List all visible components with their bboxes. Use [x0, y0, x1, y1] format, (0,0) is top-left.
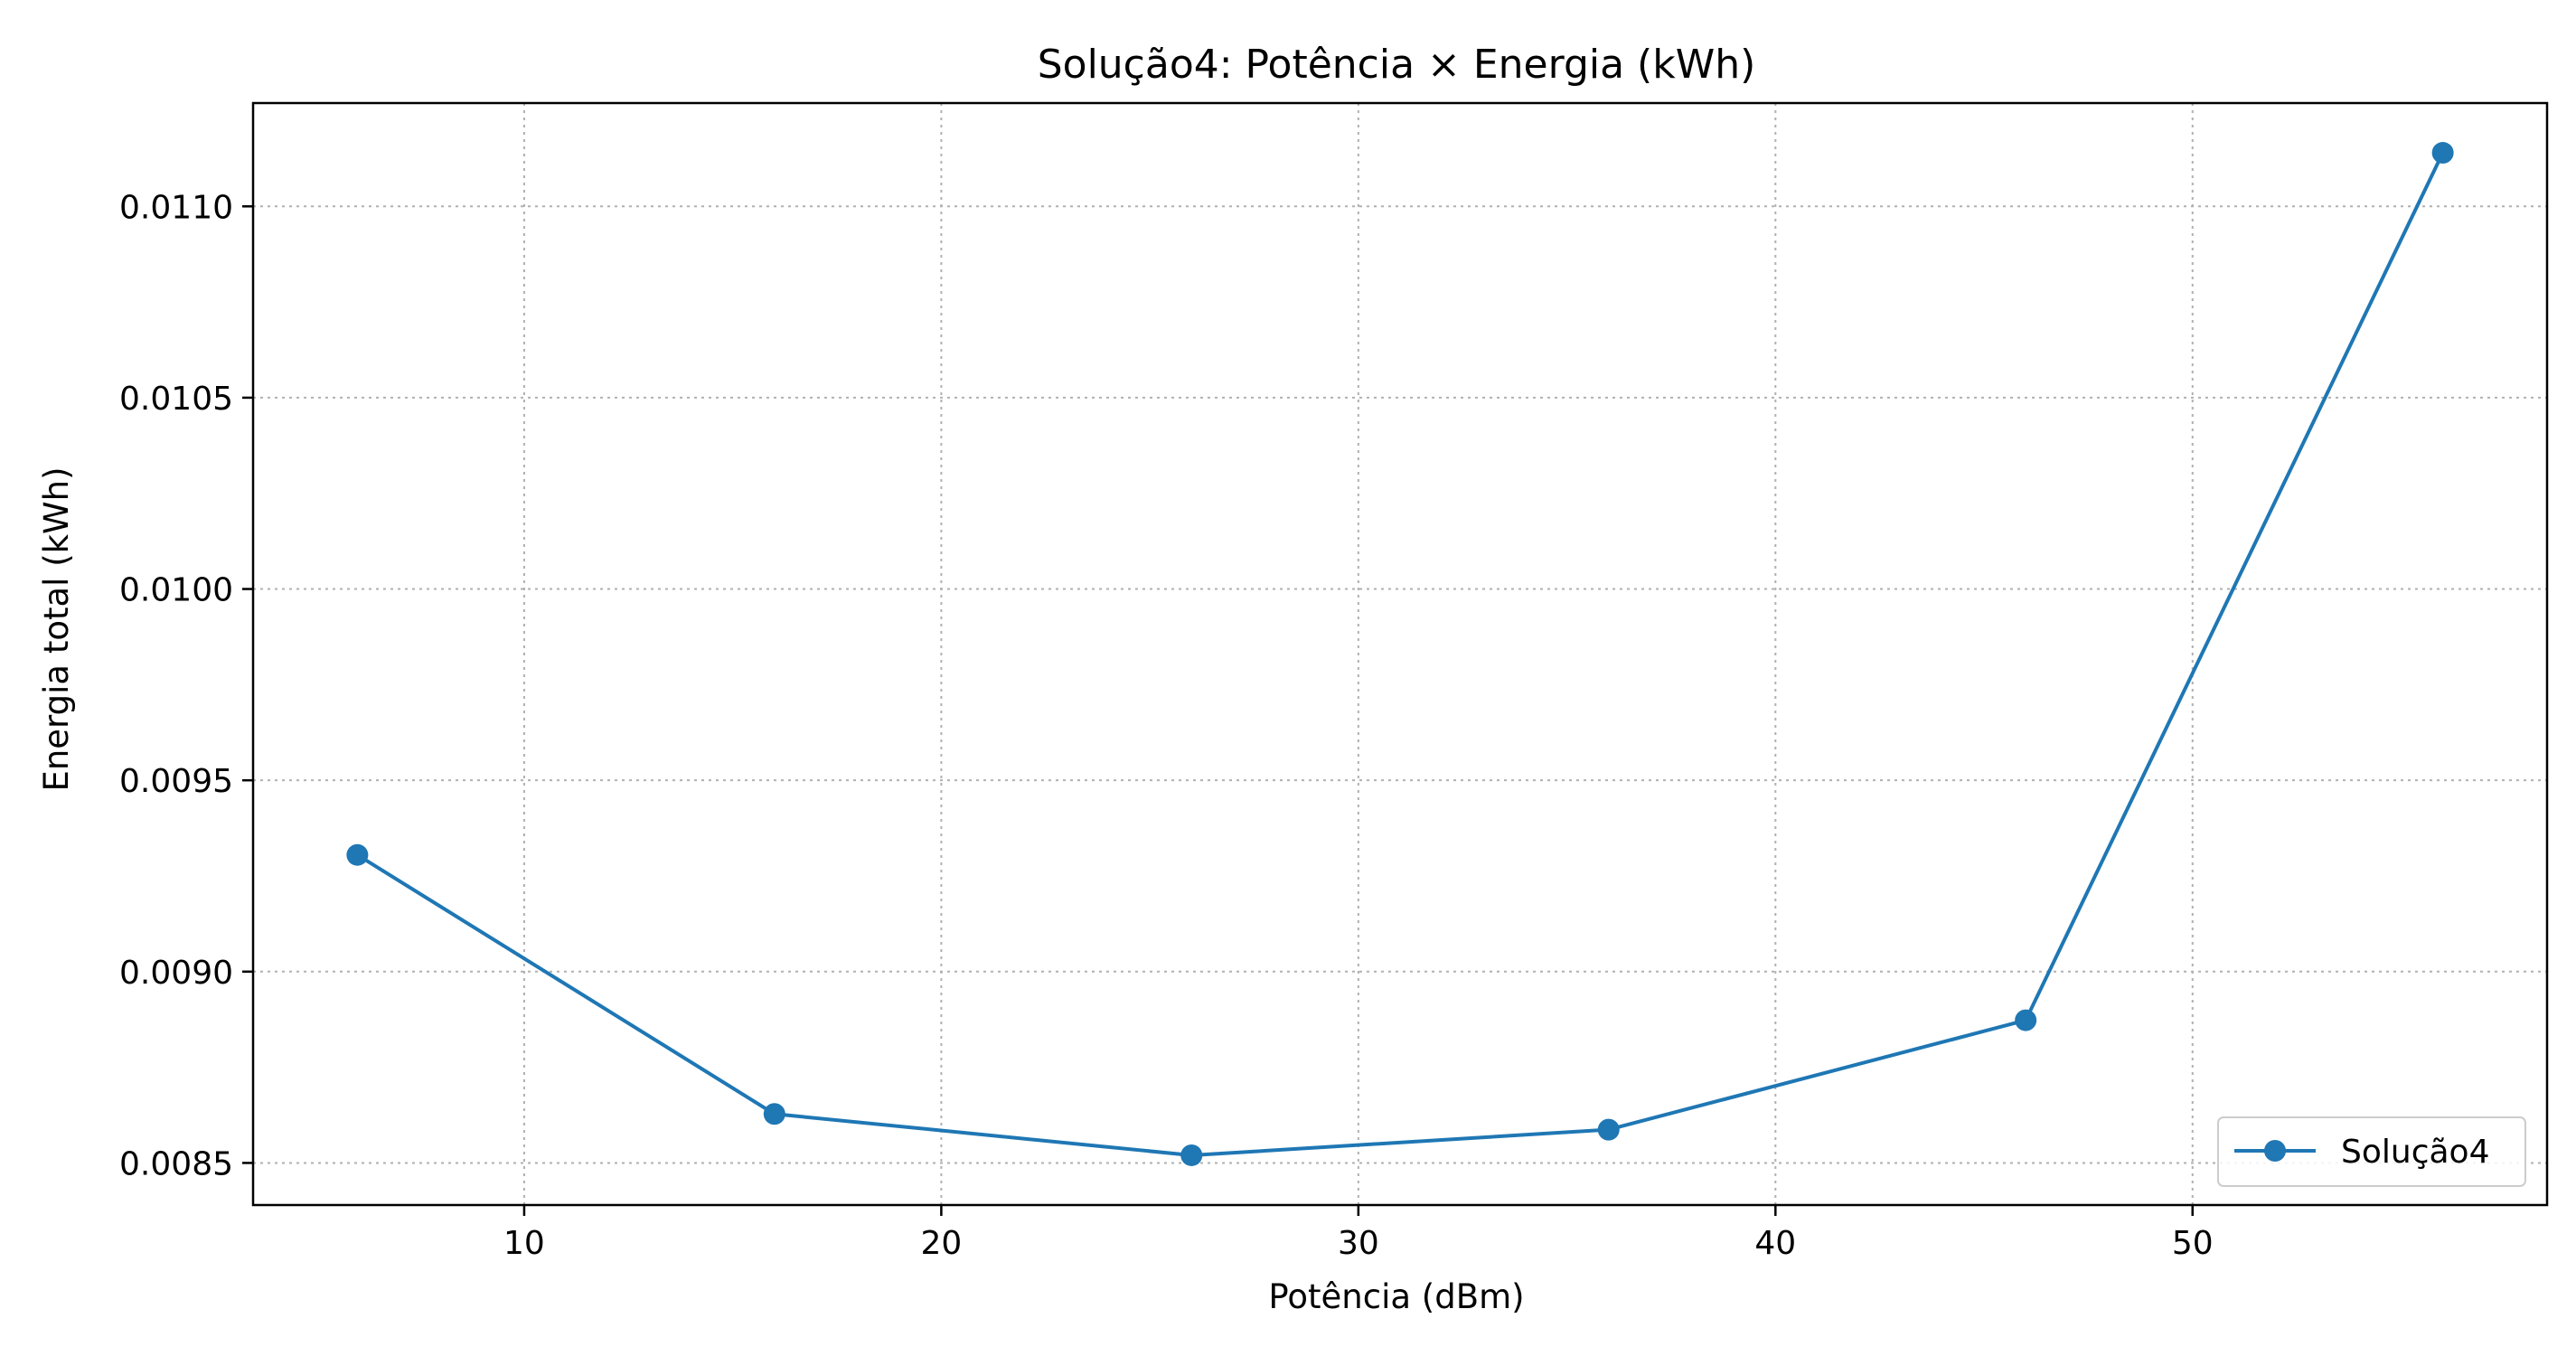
- x-tick-label: 10: [503, 1225, 545, 1262]
- y-axis: 0.0085 0.0090 0.0095 0.0100 0.0105 0.0110: [119, 189, 253, 1182]
- x-axis: 10 20 30 40 50: [503, 1205, 2214, 1262]
- legend-entry-label: Solução4: [2341, 1134, 2489, 1171]
- data-point: [1180, 1144, 1203, 1166]
- data-point: [2015, 1009, 2037, 1031]
- legend: Solução4: [2217, 1116, 2526, 1187]
- y-axis-label: Energia total (kWh): [37, 466, 76, 791]
- data-point: [1597, 1118, 1620, 1141]
- legend-box: [2217, 1116, 2526, 1187]
- x-tick-label: 30: [1338, 1225, 1379, 1262]
- x-tick-label: 20: [920, 1225, 962, 1262]
- x-axis-label: Potência (dBm): [1268, 1277, 1524, 1316]
- y-tick-label: 0.0090: [119, 955, 233, 992]
- series-layer: [346, 142, 2454, 1166]
- data-point: [346, 843, 369, 866]
- plot-area-frame: [251, 101, 2549, 1207]
- y-tick-label: 0.0100: [119, 572, 233, 609]
- y-tick-label: 0.0110: [119, 189, 233, 226]
- legend-marker-swatch: [2264, 1140, 2286, 1162]
- y-tick-label: 0.0095: [119, 763, 233, 800]
- series-line: [356, 152, 2445, 1157]
- grid: [253, 103, 2547, 1205]
- data-point: [763, 1103, 785, 1125]
- data-point: [2431, 142, 2454, 165]
- y-tick-label: 0.0105: [119, 381, 233, 418]
- y-tick-label: 0.0085: [119, 1145, 233, 1182]
- x-tick-label: 50: [2172, 1225, 2214, 1262]
- x-tick-label: 40: [1754, 1225, 1796, 1262]
- chart-title: Solução4: Potência × Energia (kWh): [1038, 42, 1756, 88]
